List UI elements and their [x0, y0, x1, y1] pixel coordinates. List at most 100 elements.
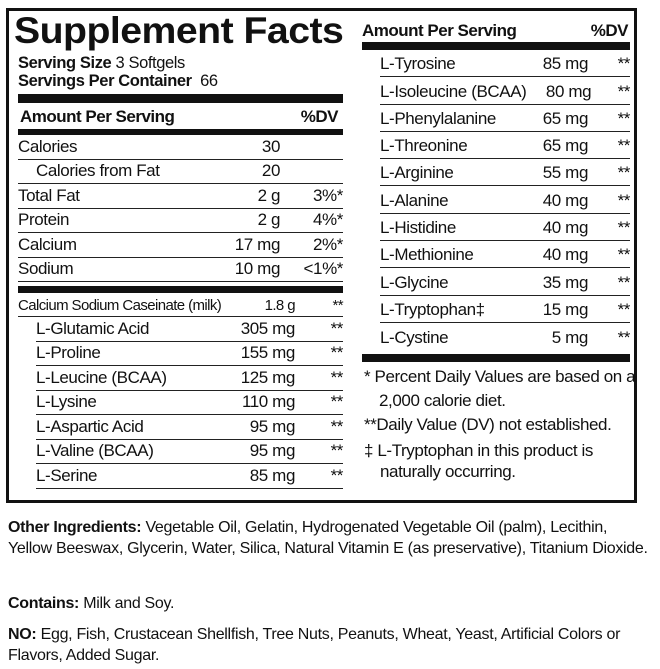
nutrient-name: L-Proline — [36, 343, 101, 362]
footnote-dv: * Percent Daily Values are based on a 2,… — [364, 367, 636, 410]
nutrient-row: Protein 2 g 4%* — [18, 209, 343, 233]
nutrient-name: L-Aspartic Acid — [36, 416, 144, 436]
nutrient-amount: 85 mg — [542, 54, 589, 74]
nutrient-name: L-Tyrosine — [380, 54, 456, 74]
nutrient-amount: 80 mg — [545, 81, 592, 101]
servings-per-container: Servings Per Container 66 — [18, 72, 218, 90]
nutrient-name: L-Phenylalanine — [380, 108, 496, 128]
nutrient-dv: ** — [617, 272, 631, 292]
nutrient-row: Total Fat 2 g 3%* — [18, 184, 343, 209]
other-ingredients: Other Ingredients: Vegetable Oil, Gelati… — [8, 519, 648, 557]
divider — [18, 129, 343, 135]
nutrient-amount: 40 mg — [542, 190, 589, 210]
nutrient-dv: ** — [617, 245, 631, 265]
panel-title: Supplement Facts — [14, 10, 344, 51]
nutrient-name: L-Glycine — [380, 272, 449, 292]
nutrient-row: L-Leucine (BCAA) 125 mg ** — [36, 366, 343, 391]
nutrient-amount: 17 mg — [234, 234, 281, 254]
nutrient-dv: ** — [332, 297, 344, 314]
supplement-facts-panel — [6, 8, 637, 503]
nutrient-name: L-Valine (BCAA) — [36, 441, 154, 460]
nutrient-row: Sodium 10 mg <1%* — [18, 258, 343, 282]
nutrient-amount: 40 mg — [542, 245, 589, 265]
nutrient-amount: 10 mg — [234, 259, 281, 278]
divider — [18, 286, 343, 293]
nutrient-name: L-Isoleucine (BCAA) — [380, 81, 527, 101]
right-header: Amount Per Serving %DV — [362, 21, 629, 40]
nutrient-amount: 85 mg — [249, 465, 296, 485]
nutrient-amount: 95 mg — [249, 441, 296, 460]
nutrient-name: Calories from Fat — [36, 161, 160, 180]
nutrient-amount: 2 g — [257, 185, 281, 205]
nutrient-amount: 55 mg — [542, 163, 589, 183]
nutrient-row: Calcium 17 mg 2%* — [18, 233, 343, 258]
nutrient-dv: ** — [617, 218, 631, 238]
nutrient-amount: 305 mg — [240, 318, 296, 338]
nutrient-row: L-Arginine 55 mg ** — [380, 159, 631, 187]
nutrient-row: L-Aspartic Acid 95 mg ** — [36, 415, 343, 440]
nutrient-name: L-Tryptophan‡ — [380, 299, 485, 319]
nutrient-row: L-Lysine 110 mg ** — [36, 391, 344, 415]
nutrient-name: Total Fat — [18, 185, 80, 205]
nutrient-row: L-Histidine 40 mg ** — [380, 214, 631, 242]
nutrient-name: L-Lysine — [36, 392, 97, 411]
nutrient-row: L-Methionine 40 mg ** — [380, 241, 631, 269]
nutrient-name: L-Leucine (BCAA) — [36, 367, 167, 387]
nutrient-name: L-Cystine — [380, 328, 449, 348]
nutrient-row: L-Phenylalanine 65 mg ** — [380, 105, 630, 132]
nutrient-amount: 15 mg — [542, 299, 589, 319]
nutrient-dv: <1%* — [303, 259, 343, 278]
nutrient-name: L-Threonine — [380, 136, 468, 156]
nutrient-name: L-Alanine — [380, 190, 449, 210]
nutrient-name: L-Serine — [36, 465, 98, 485]
nutrient-amount: 40 mg — [542, 218, 589, 238]
nutrient-amount: 2 g — [257, 210, 281, 229]
nutrient-dv: 4%* — [313, 210, 343, 229]
free-from: NO: Egg, Fish, Crustacean Shellfish, Tre… — [8, 626, 621, 664]
nutrient-amount: 155 mg — [240, 343, 296, 362]
divider — [362, 42, 630, 50]
nutrient-row: L-Cystine 5 mg ** — [380, 323, 630, 350]
nutrient-row: Calcium Sodium Caseinate (milk) 1.8 g ** — [18, 293, 344, 317]
nutrient-dv: ** — [617, 54, 631, 74]
nutrient-amount: 35 mg — [542, 272, 589, 292]
nutrient-amount: 65 mg — [542, 136, 589, 156]
nutrient-dv: ** — [617, 108, 631, 128]
nutrient-dv: ** — [330, 318, 344, 338]
nutrient-dv: 3%* — [313, 185, 343, 205]
nutrient-name: L-Glutamic Acid — [36, 318, 150, 338]
serving-size: Serving Size 3 Softgels — [18, 54, 185, 72]
nutrient-name: L-Methionine — [380, 245, 474, 265]
nutrient-row: L-Alanine 40 mg ** — [380, 187, 630, 214]
nutrient-dv: ** — [617, 190, 631, 210]
nutrient-amount: 110 mg — [241, 392, 295, 411]
nutrient-dv: ** — [617, 136, 631, 156]
nutrient-name: L-Histidine — [380, 218, 456, 238]
nutrient-dv: ** — [617, 299, 631, 319]
nutrient-dv: ** — [330, 441, 344, 460]
nutrient-amount: 65 mg — [542, 108, 589, 128]
nutrient-dv: ** — [330, 343, 344, 362]
contains: Contains: Milk and Soy. — [8, 595, 175, 612]
nutrient-row: L-Isoleucine (BCAA) 80 mg ** — [380, 77, 631, 105]
footnote-not-established: **Daily Value (DV) not established. — [364, 415, 612, 434]
nutrient-amount: 30 — [261, 136, 281, 156]
divider — [18, 94, 343, 103]
nutrient-dv: ** — [617, 81, 631, 101]
divider — [362, 354, 630, 362]
nutrient-dv: ** — [617, 163, 631, 183]
nutrient-dv: 2%* — [313, 234, 343, 254]
nutrient-name: Protein — [18, 210, 70, 229]
nutrient-name: Calcium — [18, 234, 77, 254]
nutrient-row: L-Serine 85 mg ** — [36, 464, 343, 489]
nutrient-amount: 95 mg — [249, 416, 296, 436]
nutrient-row: L-Tyrosine 85 mg ** — [380, 50, 631, 78]
nutrient-row: L-Glutamic Acid 305 mg ** — [36, 317, 343, 342]
nutrient-row: L-Threonine 65 mg ** — [380, 132, 631, 160]
nutrient-amount: 1.8 g — [264, 297, 296, 314]
nutrient-row: Calories 30 — [18, 135, 343, 160]
nutrient-dv: ** — [330, 392, 344, 411]
nutrient-row: L-Glycine 35 mg ** — [380, 268, 631, 296]
nutrient-name: Calories — [18, 136, 78, 156]
nutrient-row: L-Valine (BCAA) 95 mg ** — [36, 440, 344, 464]
